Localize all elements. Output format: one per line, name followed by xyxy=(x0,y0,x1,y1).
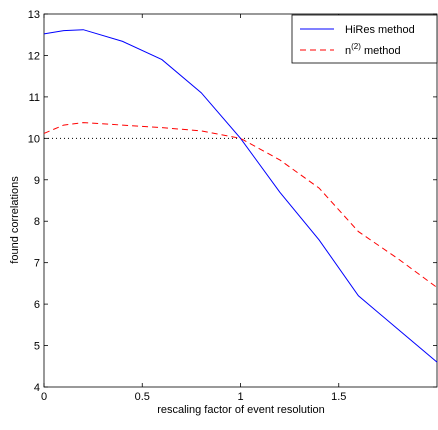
legend: HiRes method n(2) method xyxy=(291,14,438,64)
y-tick-label: 10 xyxy=(28,133,40,145)
x-axis-label: rescaling factor of event resolution xyxy=(157,404,325,416)
y-axis-label: found correlations xyxy=(9,176,21,264)
x-tick-label: 0.5 xyxy=(135,391,150,403)
y-tick-label: 7 xyxy=(34,258,40,270)
plot-frame xyxy=(43,13,438,388)
legend-label-n2: n(2) method xyxy=(345,42,401,57)
y-tick-label: 6 xyxy=(34,299,40,311)
series-line-hires xyxy=(43,29,438,363)
y-tick-label: 9 xyxy=(34,175,40,187)
legend-box xyxy=(291,14,438,64)
y-tick-label: 5 xyxy=(34,341,40,353)
x-tick-label: 0 xyxy=(41,391,47,403)
y-tick-label: 4 xyxy=(34,382,40,394)
y-tick-label: 11 xyxy=(29,92,40,104)
y-tick-label: 8 xyxy=(34,216,40,228)
x-tick-label: 1.5 xyxy=(331,391,346,403)
legend-label-hires: HiRes method xyxy=(345,24,415,36)
x-tick-label: 1 xyxy=(237,391,243,403)
y-tick-label: 13 xyxy=(28,9,40,21)
y-tick-label: 12 xyxy=(28,50,40,62)
